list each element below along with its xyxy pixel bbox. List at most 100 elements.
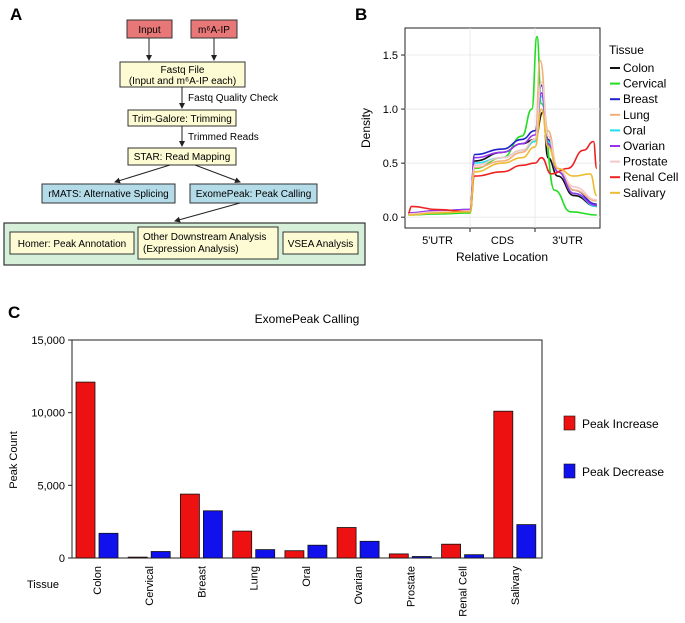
density-legend-title: Tissue: [609, 43, 644, 57]
exomepeak-box-label: ExomePeak: Peak Calling: [196, 189, 312, 200]
bar-plot-area: [71, 339, 543, 559]
density-y-tick-label: 0.0: [383, 212, 398, 224]
density-legend-label-colon: Colon: [623, 61, 654, 75]
bar-x-tick-label-prostate: Prostate: [405, 566, 417, 607]
bar-y-tick-label: 10,000: [31, 408, 65, 420]
bar-peak-increase-prostate: [388, 553, 409, 559]
bar-y-axis-label: Peak Count: [8, 431, 20, 488]
other-box-line1: Other Downstream Analysis: [143, 232, 266, 243]
other-box: [137, 226, 279, 260]
bar-peak-increase-oral: [284, 550, 305, 559]
bar-y-tick-label: 5,000: [37, 480, 65, 492]
density-legend-label-ovarian: Ovarian: [623, 139, 665, 153]
density-x-tick-label: 3'UTR: [552, 235, 583, 247]
density-legend-label-renal-cell: Renal Cell: [623, 170, 678, 184]
bar-x-tick-label-renal-cell: Renal Cell: [458, 566, 470, 617]
density-line-salivary: [408, 108, 598, 216]
qc-arrow-label: Fastq Quality Check: [188, 93, 279, 104]
bar-peak-decrease-prostate: [411, 556, 432, 559]
bar-peak-increase-ovarian: [336, 527, 357, 559]
vsea-box: [282, 231, 359, 255]
bar-legend-swatch-peak-decrease: [563, 463, 576, 479]
bar-legend-label-peak-decrease: Peak Decrease: [582, 465, 664, 479]
bar-x-ticks: Colon Cervical Breast Lung Oral Ovarian Prosta…: [92, 566, 522, 617]
peak-bar-chart: ExomePeak Calling 0 5,000 10,000 15,000 Col…: [8, 312, 664, 617]
bar-x-tick-label-colon: Colon: [92, 566, 104, 595]
arrow-star-exomepeak: [194, 164, 241, 184]
density-legend-label-lung: Lung: [623, 108, 650, 122]
other-box-line2: (Expression Analysis): [143, 244, 239, 255]
bar-peak-decrease-renal-cell: [464, 554, 485, 559]
ip-box-label: m⁶A-IP: [198, 25, 230, 36]
density-legend-label-prostate: Prostate: [623, 155, 668, 169]
density-plot-area: [404, 27, 601, 229]
bar-x-tick-label-salivary: Salivary: [510, 566, 522, 606]
bar-legend-swatch-peak-increase: [563, 415, 576, 431]
density-chart: 0.0 0.5 1.0 1.5 5'UTR CDS 3'UTR Density Relat…: [359, 27, 678, 264]
bar-peak-decrease-lung: [255, 549, 276, 559]
homer-box: [9, 231, 135, 255]
fastq-box-line1: Fastq File: [161, 65, 205, 76]
bar-y-tick-label: 0: [59, 553, 65, 565]
bar-x-tick-label-lung: Lung: [249, 566, 261, 590]
bar-group: [75, 381, 537, 559]
flowchart: Input m⁶A-IP Fastq File (Input and m⁶A-I…: [3, 19, 366, 266]
density-y-axis-label: Density: [359, 108, 373, 148]
density-legend-label-oral: Oral: [623, 123, 646, 137]
panel-c-label: C: [8, 303, 20, 322]
bar-peak-increase-breast: [179, 493, 200, 559]
density-line-cervical: [408, 35, 597, 216]
density-x-tick-label: CDS: [491, 235, 514, 247]
density-x-tick-label: 5'UTR: [422, 235, 453, 247]
star-box-label: STAR: Read Mapping: [134, 152, 231, 163]
bar-peak-increase-colon: [75, 381, 96, 559]
bar-peak-decrease-salivary: [516, 524, 537, 559]
bar-peak-increase-cervical: [127, 556, 148, 559]
star-box: [127, 147, 237, 166]
rmats-box: [41, 183, 176, 204]
fastq-box: [119, 61, 246, 88]
panel-b-label: B: [355, 5, 367, 24]
bar-peak-increase-lung: [232, 530, 253, 559]
density-grid: [405, 28, 600, 228]
density-y-ticks: 0.0 0.5 1.0 1.5: [383, 50, 405, 224]
bar-peak-decrease-breast: [202, 510, 223, 559]
density-legend-label-salivary: Salivary: [623, 186, 666, 200]
exomepeak-box: [189, 183, 318, 204]
density-legend-label-breast: Breast: [623, 92, 658, 106]
vsea-box-label: VSEA Analysis: [288, 239, 354, 250]
trim-box-label: Trim-Galore: Trimming: [132, 114, 232, 125]
arrow-star-rmats: [114, 164, 171, 184]
density-line-renal-cell: [407, 140, 598, 214]
bar-legend: Peak Increase Peak Decrease: [563, 415, 664, 479]
density-lines: [407, 35, 598, 216]
bar-peak-increase-salivary: [493, 410, 514, 559]
bar-peak-decrease-oral: [307, 544, 328, 559]
density-y-tick-label: 1.0: [383, 104, 398, 116]
bar-legend-label-peak-increase: Peak Increase: [582, 417, 659, 431]
bar-chart-title: ExomePeak Calling: [255, 312, 360, 326]
bar-x-tick-label-oral: Oral: [301, 566, 313, 587]
arrow-exomepeak-downstream: [174, 202, 241, 223]
bar-y-ticks: 0 5,000 10,000 15,000: [31, 335, 72, 565]
density-line-ovarian: [408, 92, 597, 214]
density-x-axis-label: Relative Location: [456, 250, 548, 264]
input-box-label: Input: [138, 25, 160, 36]
density-x-ticks: 5'UTR CDS 3'UTR: [422, 228, 583, 247]
bar-peak-decrease-cervical: [150, 551, 171, 559]
bar-x-tick-label-ovarian: Ovarian: [353, 566, 365, 605]
bar-peak-decrease-colon: [98, 532, 119, 559]
bar-x-tick-label-breast: Breast: [196, 566, 208, 598]
bar-y-tick-label: 15,000: [31, 335, 65, 347]
density-legend-label-cervical: Cervical: [623, 77, 666, 91]
density-y-tick-label: 0.5: [383, 158, 398, 170]
homer-box-label: Homer: Peak Annotation: [18, 239, 126, 250]
bar-x-axis-label: Tissue: [27, 579, 59, 591]
trimmed-arrow-label: Trimmed Reads: [188, 132, 259, 143]
panel-a-label: A: [10, 5, 22, 24]
bar-x-tick-label-cervical: Cervical: [144, 566, 156, 606]
bar-peak-decrease-ovarian: [359, 540, 380, 559]
bar-peak-increase-renal-cell: [441, 543, 462, 559]
